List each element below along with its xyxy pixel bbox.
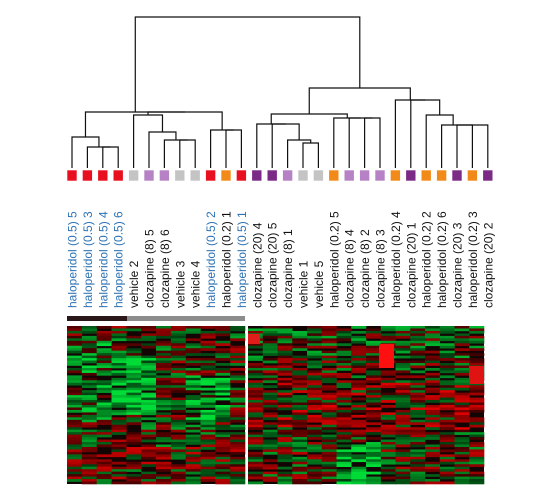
group-swatch	[112, 169, 124, 182]
dendrogram-branch	[179, 139, 196, 168]
heatmap-highlight-cell	[248, 334, 260, 344]
sample-label: haloperidol (0.2) 1	[220, 211, 234, 308]
sample-label: clozapine (20) 5	[266, 222, 280, 308]
sample-label: clozapine (20) 4	[250, 222, 264, 308]
sample-label: haloperidol (0.5) 5	[66, 211, 80, 308]
sample-label: clozapine (8) 2	[358, 229, 372, 308]
dendrogram-branch	[302, 142, 319, 168]
sample-label: haloperidol (0.2) 4	[389, 211, 403, 308]
group-color-swatches	[66, 169, 494, 182]
group-swatch	[66, 169, 78, 182]
sample-label: clozapine (20) 3	[451, 222, 465, 308]
sample-labels: haloperidol (0.5) 5 haloperidol (0.5) 3 ha…	[66, 211, 496, 308]
group-swatch	[343, 169, 355, 182]
heatmap-right-panel	[248, 326, 485, 485]
dendrogram-branch	[102, 146, 119, 168]
group-swatch	[374, 169, 386, 182]
dendrogram-branch	[256, 123, 286, 168]
group-swatch	[82, 169, 93, 182]
group-swatch	[451, 169, 463, 182]
sample-label: haloperidol (0.2) 6	[435, 211, 449, 308]
sample-label: haloperidol (0.2) 5	[327, 211, 341, 308]
group-bar	[67, 316, 245, 321]
group-swatch	[266, 169, 278, 182]
sample-label: clozapine (8) 4	[343, 229, 357, 308]
group-swatch	[420, 169, 432, 182]
sample-label: vehicle 5	[312, 260, 326, 308]
dendrogram-branch	[464, 124, 489, 168]
sample-label: clozapine (8) 5	[143, 229, 157, 308]
heatmap-highlight-cell	[379, 344, 394, 368]
dendrogram-branch	[86, 146, 111, 168]
dendrogram-branch	[364, 117, 381, 168]
sample-label: clozapine (8) 6	[158, 229, 172, 308]
group-swatch	[236, 169, 247, 182]
group-swatch	[328, 169, 340, 182]
dendrogram-branch	[333, 117, 361, 168]
group-swatch	[405, 169, 417, 182]
sample-label: haloperidol (0.2) 3	[466, 211, 480, 308]
dendrogram-branch	[147, 111, 223, 130]
sample-label: clozapine (20) 2	[481, 222, 495, 308]
dendrogram-branch	[210, 129, 234, 168]
group-swatch	[205, 169, 216, 182]
sample-label: vehicle 4	[189, 260, 203, 308]
dendrogram-branch	[441, 124, 465, 168]
sample-label: haloperidol (0.5) 2	[204, 211, 218, 308]
dendrogram-branch	[134, 16, 361, 112]
group-swatch	[482, 169, 494, 182]
sample-label: clozapine (8) 1	[281, 229, 295, 308]
sample-label: haloperidol (0.5) 4	[96, 211, 110, 308]
group-swatch	[359, 169, 370, 182]
sample-label: vehicle 3	[173, 260, 187, 308]
group-bar-gray	[127, 316, 245, 321]
dendrogram-branch	[271, 123, 300, 168]
dendrogram-branch	[394, 99, 426, 168]
dendrogram-branch	[71, 136, 100, 168]
group-bar-dark	[67, 316, 127, 321]
group-swatch	[390, 169, 401, 182]
dendrogram-branch	[163, 139, 188, 168]
dendrogram-branch	[425, 114, 454, 168]
group-swatch	[159, 169, 170, 182]
group-swatch	[189, 169, 201, 182]
group-swatch	[282, 169, 293, 182]
heatmap-highlight-cell	[469, 366, 484, 384]
sample-label: haloperidol (0.2) 2	[420, 211, 434, 308]
group-swatch	[174, 169, 186, 182]
group-swatch	[467, 169, 478, 182]
sample-label: haloperidol (0.5) 6	[112, 211, 126, 308]
group-swatch	[143, 169, 155, 182]
dendrogram-branch	[410, 99, 441, 168]
sample-label: vehicle 1	[297, 260, 311, 308]
group-swatch	[297, 169, 309, 182]
dendrogram-branch	[133, 114, 164, 168]
group-swatch	[251, 169, 263, 182]
dendrogram-branch	[148, 131, 177, 168]
dendrogram-branch	[84, 111, 186, 137]
group-swatch	[313, 169, 324, 182]
sample-label: vehicle 2	[127, 260, 141, 308]
group-swatch	[128, 169, 139, 182]
sample-label: clozapine (8) 3	[374, 229, 388, 308]
dendrogram-branch	[287, 139, 312, 168]
dendrogram-branch	[348, 117, 373, 168]
group-swatch	[220, 169, 232, 182]
dendrogram	[71, 16, 489, 168]
sample-label: haloperidol (0.5) 1	[235, 211, 249, 308]
group-swatch	[436, 169, 447, 182]
heatmap-left-panel	[67, 326, 246, 485]
dendrogram-branch	[225, 129, 242, 168]
dendrogram-branch	[270, 113, 348, 124]
sample-label: clozapine (20) 1	[404, 222, 418, 308]
group-swatch	[97, 169, 109, 182]
dendrogram-branch	[456, 124, 473, 168]
sample-label: haloperidol (0.5) 3	[81, 211, 95, 308]
